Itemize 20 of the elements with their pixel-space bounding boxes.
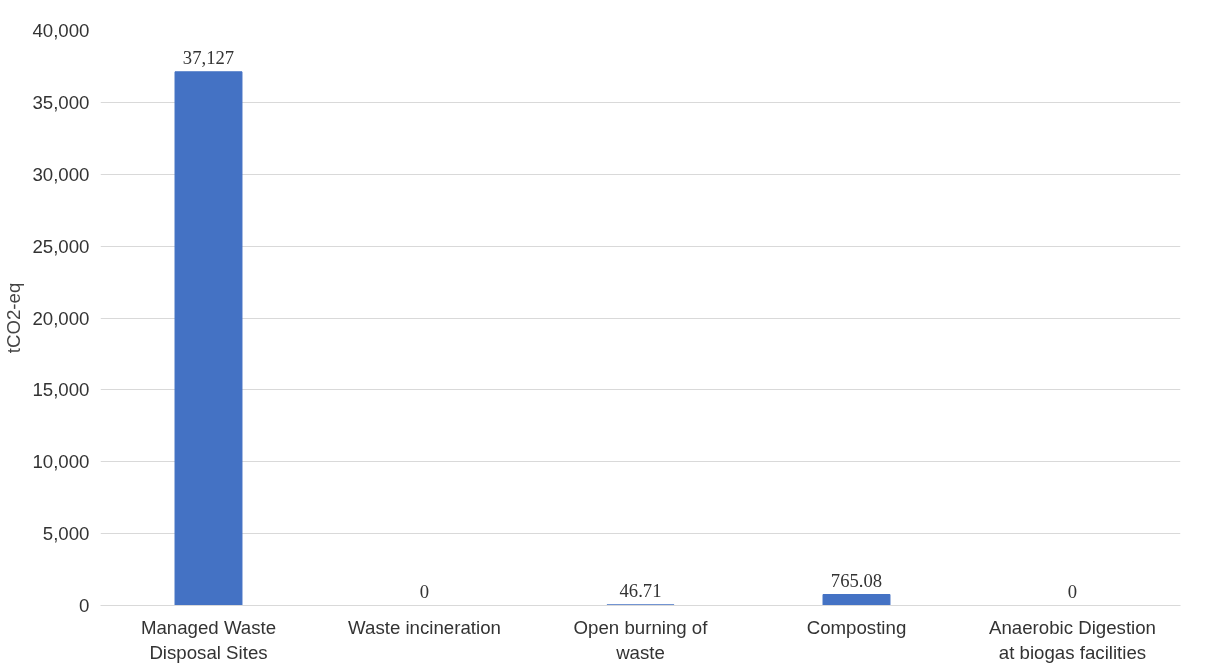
y-tick-label: 35,000 <box>32 91 90 113</box>
y-tick-label: 30,000 <box>32 163 90 185</box>
y-tick-label: 40,000 <box>32 20 90 41</box>
y-tick-label: 20,000 <box>32 307 90 329</box>
data-label: 0 <box>419 580 430 602</box>
x-tick-label: Open burning of waste <box>573 616 709 663</box>
y-tick-label: 10,000 <box>32 451 90 473</box>
data-label: 0 <box>1067 580 1078 602</box>
y-tick-label: 5,000 <box>42 523 90 545</box>
x-tick-label: Composting <box>806 616 907 638</box>
data-label: 37,127 <box>182 46 235 68</box>
y-tick-label: 15,000 <box>32 379 90 401</box>
x-tick-label: Waste incineration <box>348 616 501 638</box>
data-label: 765.08 <box>830 569 883 591</box>
x-tick-label: Anaerobic Digestion at biogas facilities <box>989 616 1156 663</box>
y-tick-label: 25,000 <box>32 235 90 257</box>
y-axis-title: tCO2-eq <box>3 282 25 354</box>
data-label: 46.71 <box>619 579 662 601</box>
y-tick-label: 0 <box>79 595 90 616</box>
x-tick-label: Managed Waste Disposal Sites <box>140 616 277 663</box>
